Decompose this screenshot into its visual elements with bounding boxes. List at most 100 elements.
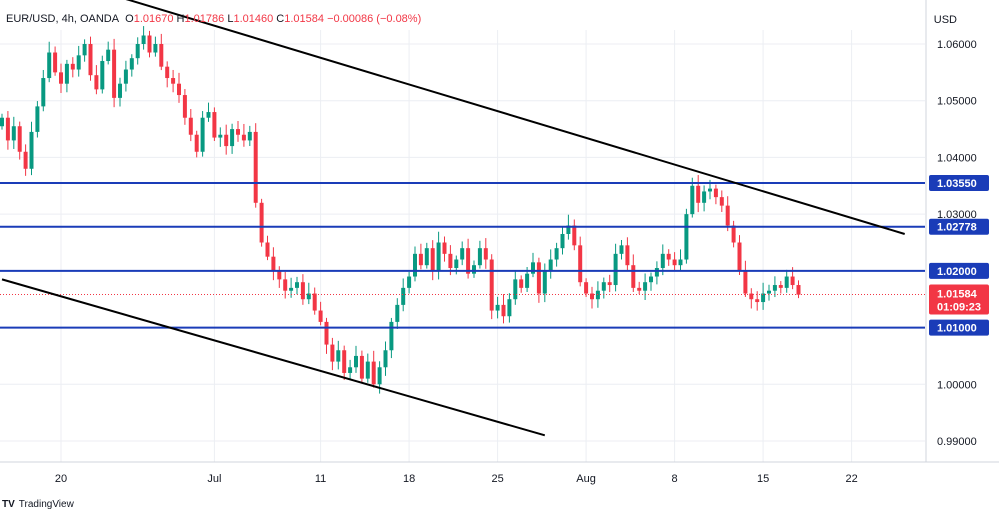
candle-body [88, 44, 93, 76]
candle-body [702, 191, 707, 203]
candle-body [483, 248, 488, 260]
candle [182, 89, 187, 125]
level-price-badge: 1.02000 [929, 262, 989, 279]
candle-body [749, 293, 754, 300]
candle-body [82, 44, 87, 56]
candle-body [407, 276, 412, 288]
candle-body [460, 248, 465, 260]
candle [548, 249, 553, 279]
candle [129, 54, 134, 77]
candle-body [359, 355, 364, 379]
candle [684, 208, 689, 264]
candle-body [306, 293, 311, 300]
candle [11, 116, 16, 149]
candle [572, 219, 577, 251]
candle [418, 243, 423, 270]
candle [41, 69, 46, 112]
candle-body [336, 350, 341, 362]
candle-body [531, 262, 535, 274]
candle-body [300, 282, 305, 300]
candle [702, 185, 707, 212]
candle-body [76, 55, 81, 70]
candle-body [713, 188, 718, 198]
candle [389, 317, 394, 359]
candle [489, 254, 494, 320]
candle-body [330, 344, 335, 362]
level-price-badge: 1.01000 [929, 319, 989, 336]
candle [23, 144, 28, 176]
candle [342, 345, 347, 381]
candle-body [141, 35, 146, 44]
candle [731, 220, 736, 248]
current-price-label: 1.01584 [937, 288, 978, 300]
candle [413, 246, 417, 282]
candle-body [737, 242, 742, 271]
trend-line[interactable] [96, 0, 905, 235]
candle-body [194, 134, 199, 152]
price-tick-label: 1.03000 [937, 209, 977, 221]
candle-body [182, 95, 187, 118]
candle-body [772, 285, 777, 291]
candle [531, 252, 535, 278]
level-badge-bg [929, 319, 989, 336]
time-tick-label: 15 [757, 473, 769, 485]
time-tick-label: 18 [403, 473, 415, 485]
candle [519, 275, 524, 293]
candle-body [94, 75, 99, 90]
candle [312, 287, 317, 315]
candle-body [17, 126, 22, 152]
candle-body [601, 282, 606, 291]
candle-body [224, 134, 229, 147]
candle-body [666, 253, 671, 260]
change-value: −0.00086 (−0.08%) [327, 13, 422, 25]
candle [654, 261, 659, 285]
candle-body [159, 44, 164, 67]
candle-body [554, 248, 559, 260]
candle-body [11, 126, 16, 141]
candle [247, 125, 252, 147]
candle [495, 296, 500, 319]
level-badge-bg [929, 174, 989, 191]
candle [200, 111, 205, 157]
level-badge-bg [929, 218, 989, 235]
candle [672, 252, 677, 271]
candle-body [53, 52, 58, 73]
candle [17, 121, 22, 160]
level-badge-bg [929, 262, 989, 279]
candle-body [513, 279, 518, 300]
candle-body [41, 78, 46, 107]
candle-body [690, 185, 695, 215]
candle-body [572, 225, 577, 246]
candle-body [324, 321, 329, 345]
candle-body [365, 361, 370, 379]
level-price-badge: 1.03550 [929, 174, 989, 191]
high-label: H [176, 13, 185, 25]
trend-line[interactable] [1, 278, 546, 437]
candle [442, 236, 447, 262]
candle [82, 39, 87, 62]
candle [796, 280, 801, 299]
candle-body [525, 273, 530, 288]
candle-body [536, 262, 541, 294]
candle-body [489, 259, 494, 311]
candle [649, 272, 653, 291]
candle [218, 127, 223, 147]
low-label: L [227, 13, 234, 25]
candle [472, 260, 476, 278]
candle-body [607, 282, 612, 286]
candle [778, 281, 783, 294]
time-tick-label: 22 [845, 473, 857, 485]
candle [501, 294, 506, 324]
candle [560, 225, 565, 255]
candle-body [501, 304, 506, 317]
candle [601, 277, 606, 299]
candle-body [507, 299, 512, 317]
candle-body [383, 350, 388, 368]
candle [772, 276, 777, 298]
candle-body [354, 355, 358, 368]
candle [696, 175, 701, 213]
candle-body [118, 83, 122, 98]
candle [513, 270, 518, 305]
